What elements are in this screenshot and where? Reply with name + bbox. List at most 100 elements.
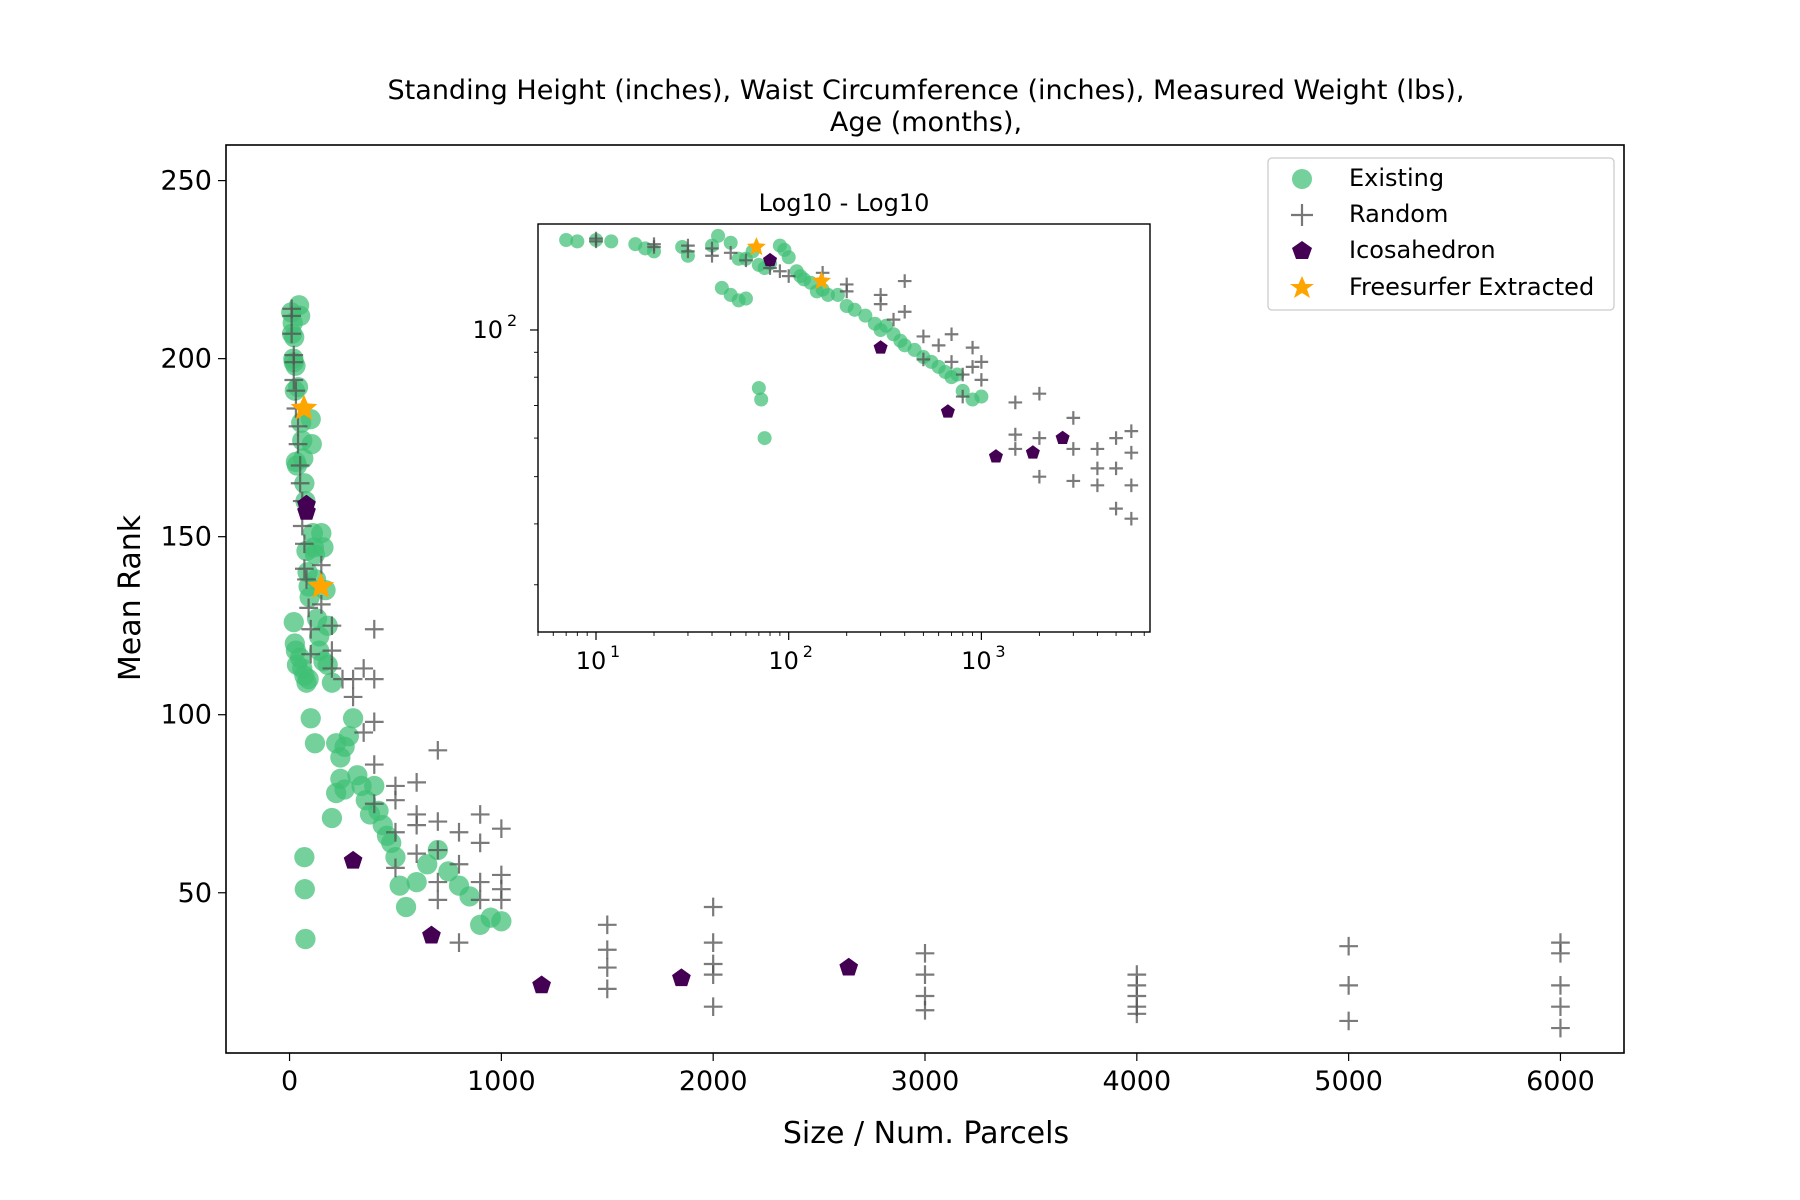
freesurfer-extracted-point-1 <box>811 271 832 290</box>
random-point-50 <box>449 933 469 952</box>
title-line-2: Age (months), <box>830 107 1022 138</box>
existing-point-52 <box>338 725 359 747</box>
existing-point-69 <box>395 896 417 918</box>
legend-box <box>1267 157 1615 311</box>
legend-item-icosahedron: Icosahedron <box>1292 236 1496 264</box>
random-point-1 <box>282 306 302 326</box>
legend-icosahedron-label: Icosahedron <box>1349 236 1496 264</box>
main-plot: 0 1000 2000 3000 4000 5000 6000 50 100 150 200 250 <box>160 144 1625 1097</box>
existing-point-7 <box>285 355 306 376</box>
inset-x-tick-label-base-0: 10 <box>576 647 607 675</box>
random-point-19 <box>301 644 321 664</box>
random-point-78 <box>1339 976 1358 995</box>
existing-point-81 <box>295 928 316 950</box>
freesurfer-extracted-point-0 <box>746 237 766 256</box>
random-point-31 <box>974 373 989 387</box>
icosahedron-point-6 <box>839 957 859 976</box>
existing-point-70 <box>406 871 427 893</box>
random-point-16 <box>297 570 316 589</box>
random-point-22 <box>916 352 931 367</box>
existing-point-5 <box>284 327 305 348</box>
random-point-20 <box>897 304 912 319</box>
existing-point-27 <box>821 287 836 302</box>
main-y-tick-label-0: 50 <box>178 878 212 909</box>
legend: Existing Random Icosahedron Freesurfer E… <box>1267 157 1615 311</box>
random-point-71 <box>915 1000 935 1020</box>
inset-title: Log10 - Log10 <box>759 189 930 217</box>
random-point-55 <box>492 819 511 839</box>
random-point-48 <box>1124 445 1139 460</box>
random-point-27 <box>955 389 970 404</box>
existing-point-20 <box>781 250 796 265</box>
random-point-47 <box>428 890 448 910</box>
existing-point-54 <box>757 431 772 446</box>
random-point-61 <box>597 958 617 977</box>
legend-freesurfer-marker <box>1290 276 1314 298</box>
main-y-tick-label-2: 150 <box>160 522 212 553</box>
main-x-ticks: 0 1000 2000 3000 4000 5000 6000 <box>281 1053 1595 1097</box>
random-point-11 <box>290 473 310 493</box>
random-point-60 <box>597 940 617 960</box>
inset-y-tick-label-exp-0: 2 <box>507 311 517 330</box>
random-point-44 <box>428 812 448 831</box>
random-point-24 <box>322 659 342 678</box>
icosahedron-point-1 <box>873 340 888 354</box>
random-point-8 <box>288 416 308 436</box>
random-point-11 <box>773 264 787 279</box>
random-point-46 <box>428 872 448 892</box>
legend-icosahedron-marker <box>1292 241 1312 259</box>
random-point-30 <box>974 355 989 369</box>
random-point-28 <box>965 340 980 355</box>
existing-point-47 <box>317 654 338 676</box>
random-point-42 <box>1090 461 1105 476</box>
figure-title: Standing Height (inches), Waist Circumfe… <box>388 75 1465 138</box>
random-point-39 <box>1066 442 1081 456</box>
main-x-tick-label-3: 3000 <box>891 1066 960 1097</box>
inset-series-existing <box>559 228 989 446</box>
random-point-38 <box>386 858 405 878</box>
random-point-84 <box>1551 1018 1570 1038</box>
random-point-47 <box>1124 424 1139 438</box>
random-point-35 <box>1032 386 1047 401</box>
icosahedron-point-3 <box>988 449 1003 463</box>
random-point-22 <box>322 616 342 636</box>
random-point-15 <box>839 284 854 299</box>
existing-point-53 <box>754 392 769 407</box>
random-point-36 <box>1032 431 1047 445</box>
random-point-31 <box>364 669 384 689</box>
random-point-33 <box>364 755 384 774</box>
icosahedron-point-4 <box>532 975 551 994</box>
main-x-tick-label-4: 4000 <box>1102 1066 1171 1097</box>
existing-point-43 <box>300 708 321 729</box>
existing-point-3 <box>604 234 619 249</box>
main-series-random <box>282 299 1570 1038</box>
inset-series-random <box>589 231 1139 526</box>
random-point-4 <box>284 352 304 372</box>
random-point-13 <box>292 516 312 536</box>
random-point-9 <box>288 434 308 454</box>
random-point-9 <box>739 253 753 268</box>
random-point-44 <box>1109 431 1123 445</box>
random-point-41 <box>407 815 426 835</box>
random-point-45 <box>428 840 448 860</box>
random-point-83 <box>1551 997 1570 1017</box>
existing-point-53 <box>342 708 364 729</box>
random-point-3 <box>647 240 661 254</box>
random-point-17 <box>299 598 318 618</box>
random-point-38 <box>1066 411 1081 425</box>
inset-x-tick-label-exp-2: 3 <box>995 642 1005 661</box>
random-point-14 <box>295 534 314 554</box>
icosahedron-point-3 <box>422 925 441 944</box>
random-point-53 <box>470 872 490 892</box>
random-point-17 <box>873 297 888 311</box>
random-point-27 <box>343 669 363 689</box>
random-point-26 <box>955 367 970 382</box>
random-point-46 <box>1109 501 1123 516</box>
existing-point-31 <box>858 308 873 323</box>
random-point-30 <box>364 619 384 639</box>
random-point-15 <box>295 559 314 579</box>
existing-point-11 <box>723 235 738 250</box>
random-point-40 <box>1066 474 1081 488</box>
main-x-tick-label-2: 2000 <box>679 1066 748 1097</box>
existing-point-52 <box>751 381 766 396</box>
